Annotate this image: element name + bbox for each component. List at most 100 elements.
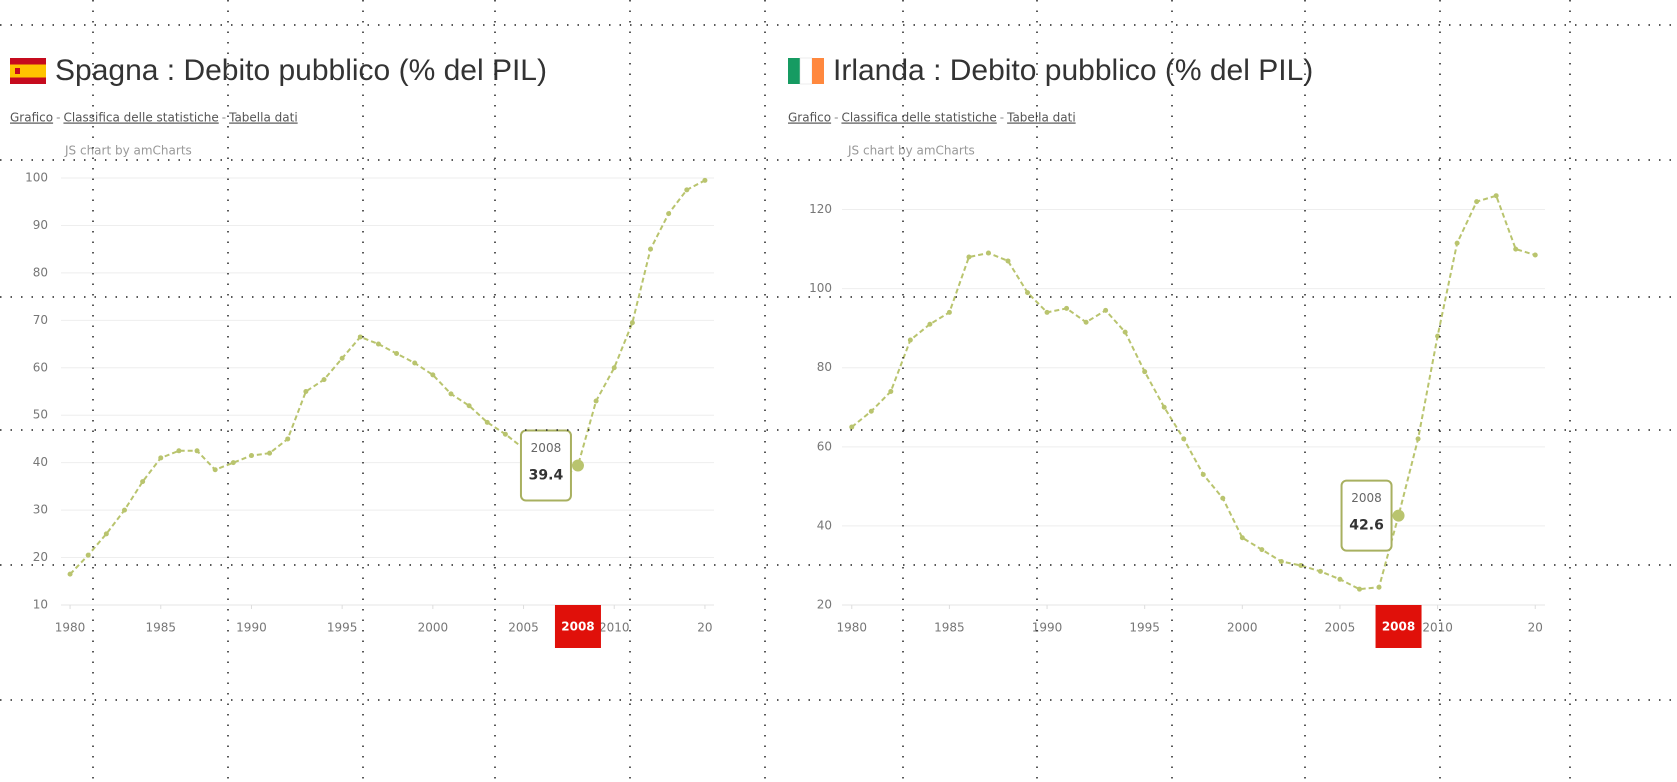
tooltip-x: 2008 bbox=[531, 441, 562, 455]
y-tick-label: 20 bbox=[817, 598, 832, 612]
data-point bbox=[212, 467, 218, 473]
data-point bbox=[868, 408, 874, 414]
data-point bbox=[85, 552, 91, 558]
tooltip-x: 2008 bbox=[1351, 491, 1382, 505]
x-tick-label: 1990 bbox=[1032, 621, 1063, 635]
data-point bbox=[1259, 547, 1265, 553]
y-tick-label: 10 bbox=[33, 598, 48, 612]
cursor-point bbox=[571, 459, 584, 472]
data-point bbox=[946, 309, 952, 315]
data-point bbox=[1239, 535, 1245, 541]
data-line bbox=[851, 194, 1536, 591]
data-point bbox=[121, 507, 127, 513]
data-point bbox=[394, 351, 400, 357]
data-point bbox=[321, 377, 327, 383]
y-tick-label: 40 bbox=[817, 518, 832, 532]
data-point bbox=[1474, 199, 1480, 205]
chart-title: Irlanda : Debito pubblico (% del PIL) bbox=[833, 54, 1313, 87]
link-separator: - bbox=[222, 111, 226, 125]
y-tick-label: 50 bbox=[33, 408, 48, 422]
y-tick-label: 100 bbox=[809, 281, 832, 295]
data-point bbox=[1356, 586, 1362, 592]
data-point bbox=[1317, 568, 1323, 574]
nav-link[interactable]: Classifica delle statistiche bbox=[841, 111, 996, 125]
data-point bbox=[194, 448, 200, 454]
nav-link[interactable]: Tabella dati bbox=[1006, 111, 1076, 125]
y-tick-label: 100 bbox=[25, 171, 48, 185]
y-tick-label: 80 bbox=[817, 360, 832, 374]
x-tick-label: 20 bbox=[697, 621, 712, 635]
x-tick-label: 2000 bbox=[1227, 621, 1258, 635]
nav-link[interactable]: Grafico bbox=[788, 111, 831, 125]
nav-link[interactable]: Tabella dati bbox=[228, 111, 298, 125]
data-point bbox=[484, 419, 490, 425]
data-point bbox=[1454, 240, 1460, 246]
data-point bbox=[357, 334, 363, 340]
data-point bbox=[702, 177, 708, 183]
nav-link[interactable]: Grafico bbox=[10, 111, 53, 125]
x-tick-label: 1995 bbox=[1129, 621, 1160, 635]
data-point bbox=[1493, 193, 1499, 199]
y-tick-label: 60 bbox=[817, 439, 832, 453]
x-tick-label: 1980 bbox=[55, 621, 86, 635]
cursor-point bbox=[1392, 509, 1405, 522]
data-line bbox=[69, 179, 706, 575]
data-point bbox=[1513, 246, 1519, 252]
data-point bbox=[611, 365, 617, 371]
x-tick-label: 2005 bbox=[1325, 621, 1356, 635]
flag-ireland bbox=[788, 57, 824, 85]
x-tick-label: 2010 bbox=[1422, 621, 1453, 635]
data-point bbox=[1337, 576, 1343, 582]
data-point bbox=[339, 355, 345, 361]
nav-link[interactable]: Classifica delle statistiche bbox=[63, 111, 218, 125]
data-point bbox=[927, 321, 933, 327]
data-point bbox=[1435, 333, 1441, 339]
data-point bbox=[1200, 472, 1206, 477]
chart-panel: Spagna : Debito pubblico (% del PIL) Graf… bbox=[10, 54, 714, 648]
data-point bbox=[1005, 258, 1011, 264]
x-tick-label: 1990 bbox=[236, 621, 267, 635]
data-point bbox=[1220, 495, 1226, 501]
x-tick-label: 1995 bbox=[327, 621, 358, 635]
data-point bbox=[666, 211, 672, 217]
data-point bbox=[684, 187, 690, 193]
data-point bbox=[1161, 404, 1167, 410]
data-point bbox=[158, 455, 164, 461]
data-point bbox=[1532, 252, 1538, 258]
data-point bbox=[966, 254, 972, 260]
y-tick-label: 20 bbox=[33, 550, 48, 564]
data-point bbox=[648, 246, 654, 252]
data-point bbox=[303, 389, 309, 394]
data-point bbox=[1122, 329, 1128, 335]
data-point bbox=[248, 453, 254, 459]
x-tick-label: 20 bbox=[1528, 621, 1543, 635]
data-point bbox=[176, 448, 182, 454]
tooltip-value: 42.6 bbox=[1349, 518, 1384, 534]
y-tick-label: 80 bbox=[33, 265, 48, 279]
flag-spain bbox=[10, 58, 46, 84]
data-point bbox=[502, 431, 508, 437]
cursor-x-label: 2008 bbox=[561, 620, 594, 634]
cursor-x-label: 2008 bbox=[1382, 620, 1415, 634]
y-tick-label: 60 bbox=[33, 360, 48, 374]
data-point bbox=[1103, 307, 1109, 313]
data-point bbox=[985, 250, 991, 256]
data-point bbox=[888, 388, 894, 394]
data-point bbox=[103, 531, 109, 537]
x-tick-label: 2000 bbox=[418, 621, 449, 635]
data-point bbox=[1044, 309, 1050, 315]
link-separator: - bbox=[834, 111, 838, 125]
data-point bbox=[1376, 584, 1382, 590]
data-point bbox=[1278, 559, 1284, 564]
x-tick-label: 1985 bbox=[145, 621, 176, 635]
chart-credit: JS chart by amCharts bbox=[847, 144, 975, 158]
data-point bbox=[67, 571, 73, 577]
data-point bbox=[1025, 290, 1031, 296]
tooltip-box bbox=[1340, 479, 1393, 552]
data-point bbox=[285, 436, 291, 442]
y-tick-label: 40 bbox=[33, 455, 48, 469]
data-point bbox=[267, 450, 273, 456]
data-point bbox=[1415, 436, 1421, 442]
